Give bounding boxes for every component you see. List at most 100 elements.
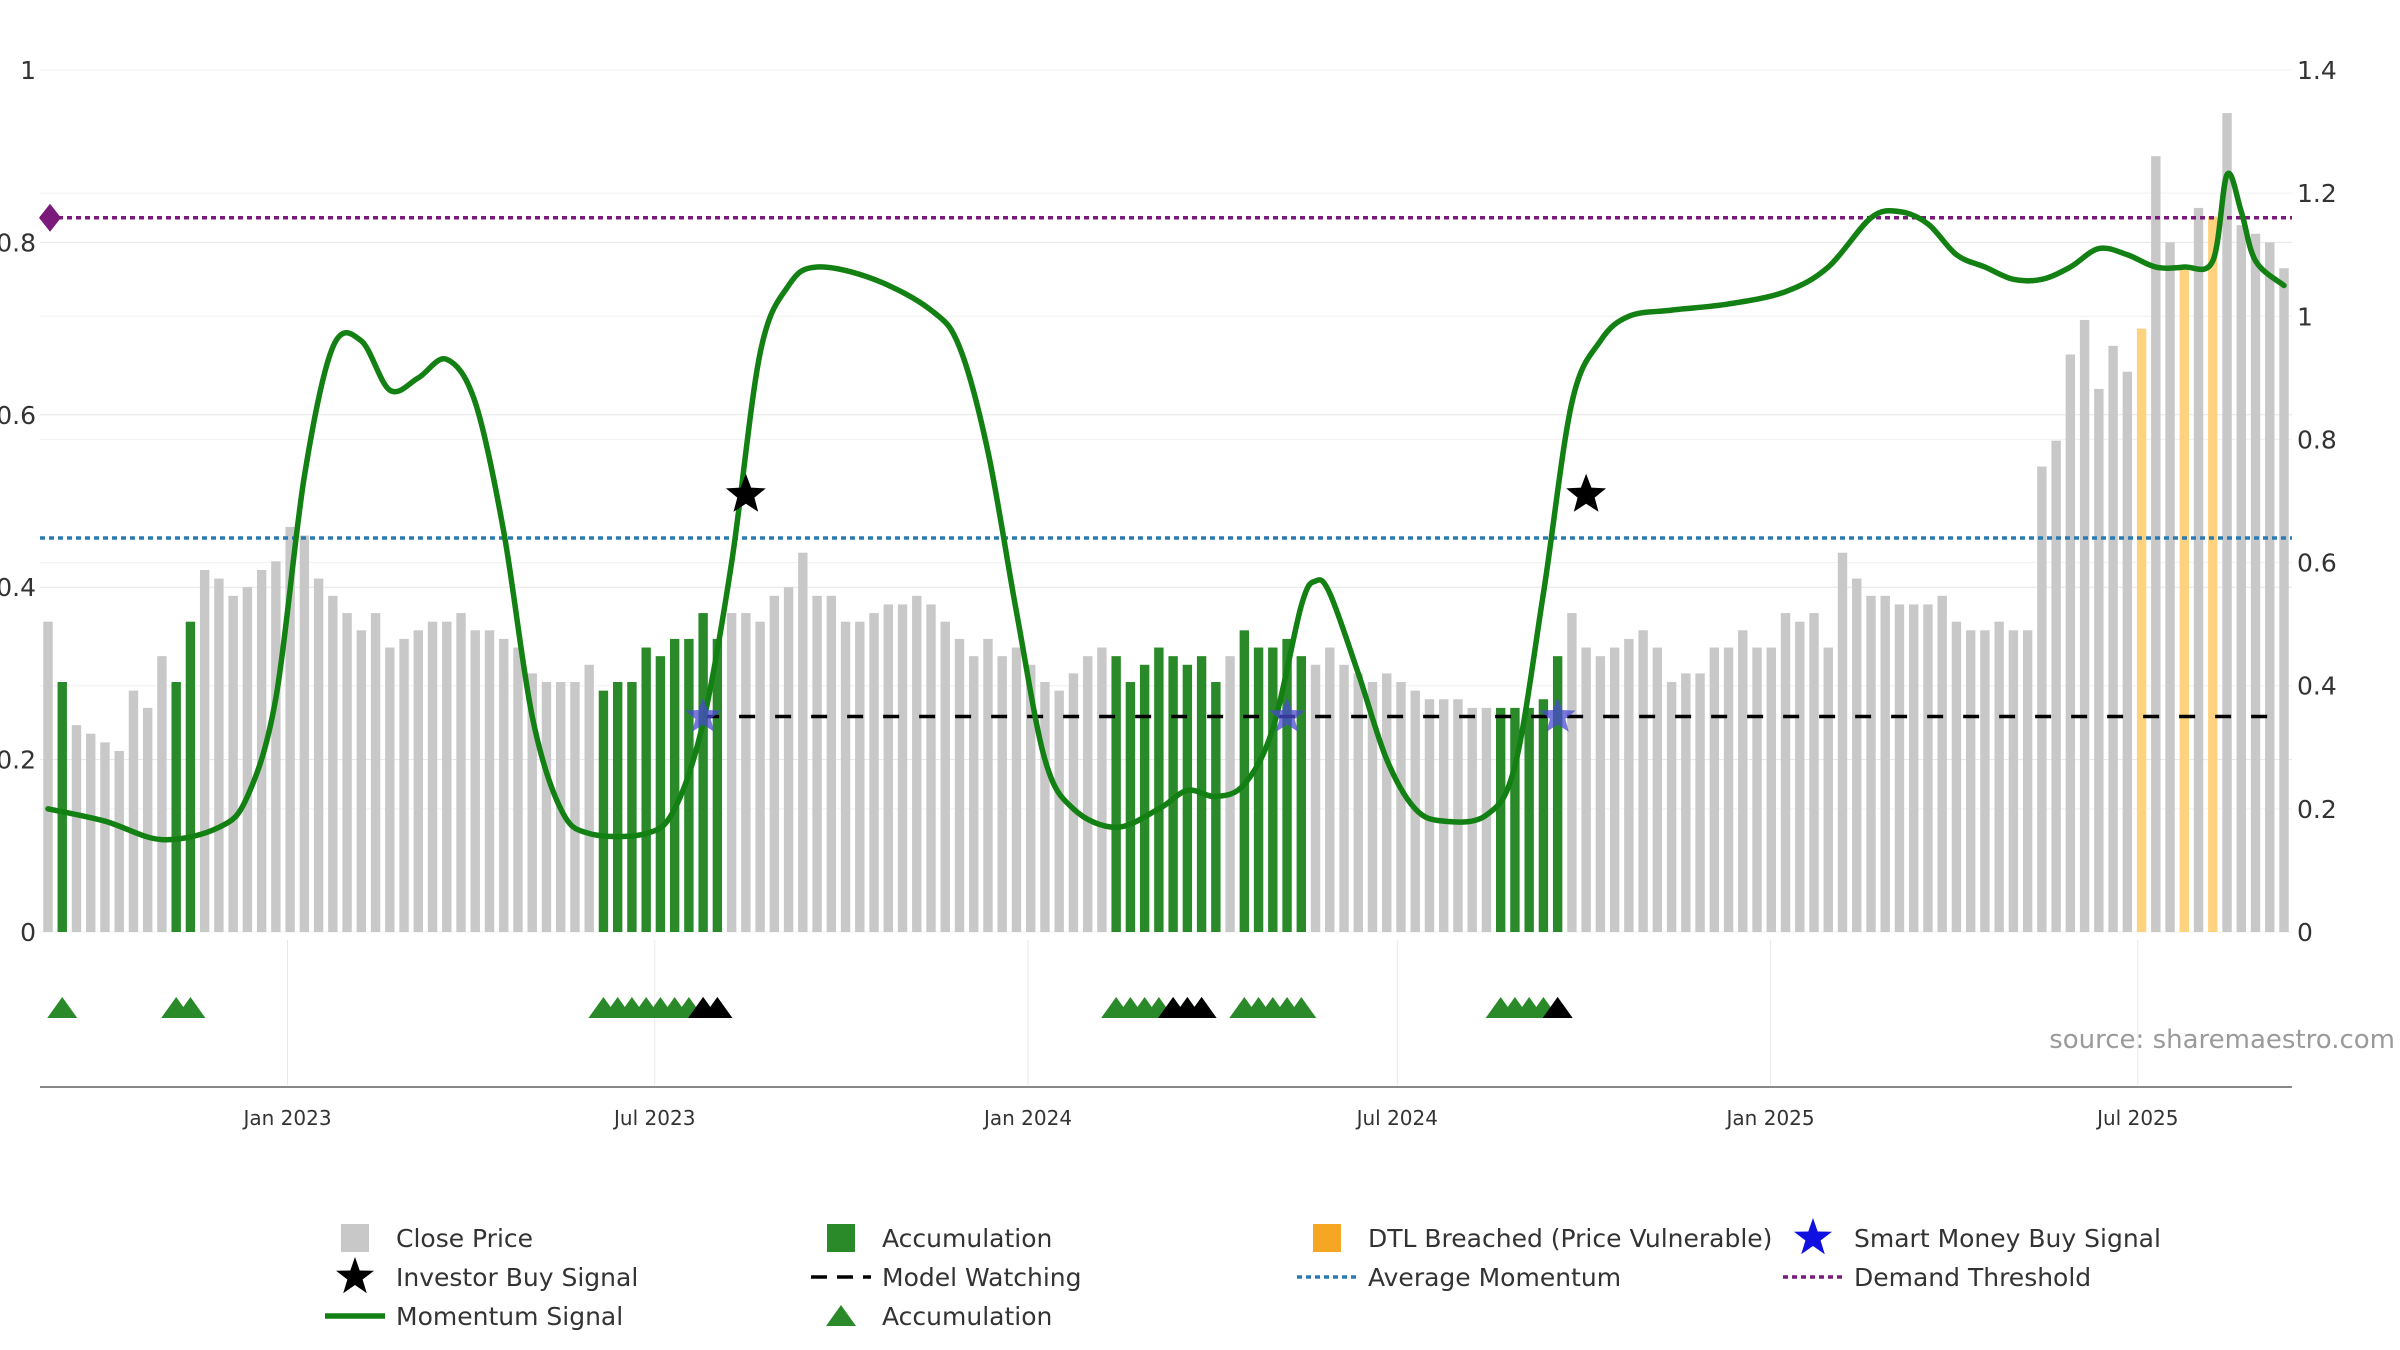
legend-accumulation-swatch — [827, 1224, 855, 1252]
close-price-bar — [1709, 647, 1720, 932]
close-price-bar — [2165, 242, 2175, 932]
close-price-bar — [1823, 647, 1833, 932]
x-tick-label: Jan 2025 — [1725, 1106, 1815, 1130]
close-price-bar — [954, 638, 965, 932]
accumulation-bar — [684, 638, 694, 932]
x-tick-label: Jan 2023 — [241, 1106, 331, 1130]
close-price-bar — [1880, 595, 1890, 932]
close-price-bar — [385, 647, 395, 932]
accumulation-bar — [171, 682, 181, 932]
close-price-bar — [271, 561, 281, 932]
accumulation-bar — [1538, 699, 1549, 932]
close-price-bar — [1068, 673, 1079, 932]
close-price-bar — [983, 638, 993, 932]
legend-label: Model Watching — [882, 1263, 1082, 1292]
close-price-bar — [1894, 604, 1905, 932]
close-price-bar — [1382, 673, 1392, 932]
close-price-bar — [1595, 656, 1606, 932]
close-price-bar — [100, 742, 110, 932]
close-price-bar — [969, 656, 979, 932]
watch-triangle — [702, 997, 733, 1018]
close-price-bar — [513, 647, 523, 932]
close-price-bar — [1681, 673, 1691, 932]
close-price-bar — [2250, 233, 2261, 932]
close-price-bar — [1951, 621, 1962, 932]
bar-series — [43, 113, 2289, 933]
close-price-bar — [897, 604, 908, 932]
watch-triangle — [1186, 997, 1217, 1018]
close-price-bar — [1837, 552, 1848, 932]
close-price-bar — [456, 613, 466, 932]
close-price-bar — [442, 621, 452, 932]
y-left-tick-label: 0.8 — [0, 228, 36, 257]
accumulation-bar — [598, 690, 609, 932]
close-price-bar — [541, 682, 552, 932]
accumulation-bar — [1253, 647, 1264, 932]
accumulation-bar — [1125, 682, 1136, 932]
close-price-bar — [1652, 647, 1663, 932]
close-price-bar — [1723, 647, 1734, 932]
y-left-tick-label: 0.6 — [0, 401, 36, 430]
x-tick-label: Jul 2024 — [1355, 1106, 1438, 1130]
close-price-bar — [484, 630, 495, 932]
y-left-tick-label: 0.2 — [0, 746, 36, 775]
y-right-tick-label: 1.4 — [2297, 56, 2337, 85]
close-price-bar — [2037, 466, 2047, 932]
close-price-bar — [1453, 699, 1463, 932]
close-price-bar — [1396, 682, 1406, 932]
legend-label: Accumulation — [882, 1224, 1052, 1253]
close-price-bar — [1795, 621, 1805, 932]
close-price-bar — [1980, 630, 1990, 932]
legend-close-price-swatch — [341, 1224, 369, 1252]
close-price-bar — [1780, 613, 1791, 932]
legend-label: Investor Buy Signal — [396, 1263, 638, 1292]
close-price-bar — [783, 587, 794, 932]
close-price-bar — [812, 595, 822, 932]
x-tick-label: Jul 2023 — [612, 1106, 695, 1130]
close-price-bar — [855, 621, 865, 932]
accumulation-bar — [57, 682, 67, 932]
legend-label: Momentum Signal — [396, 1302, 623, 1331]
dtl-breached-bar — [2179, 268, 2190, 932]
close-price-bar — [1581, 647, 1591, 932]
close-price-bar — [1752, 647, 1762, 932]
close-price-bar — [1439, 699, 1449, 932]
close-price-bar — [741, 613, 751, 932]
close-price-bar — [328, 595, 338, 932]
close-price-bar — [2022, 630, 2033, 932]
accumulation-bar — [1510, 707, 1520, 932]
x-tick-label: Jan 2024 — [982, 1106, 1072, 1130]
smart-money-buy-star — [685, 697, 722, 732]
accumulation-bar — [185, 621, 196, 932]
accumulation-bar — [1182, 664, 1193, 932]
close-price-bar — [1097, 647, 1107, 932]
accumulation-bar — [1211, 682, 1221, 932]
dtl-breached-bar — [2208, 216, 2218, 933]
close-price-bar — [527, 673, 537, 932]
close-price-bar — [1310, 664, 1321, 932]
accumulation-bar — [627, 682, 637, 932]
close-price-bar — [1339, 664, 1349, 932]
y-right-tick-label: 1.2 — [2297, 179, 2337, 208]
close-price-bar — [470, 630, 480, 932]
close-price-bar — [299, 535, 310, 932]
source-label: source: sharemaestro.com — [2049, 1025, 2395, 1055]
close-price-bar — [769, 595, 780, 932]
close-price-bar — [1367, 682, 1378, 932]
x-tick-label: Jul 2025 — [2095, 1106, 2178, 1130]
close-price-bar — [356, 630, 367, 932]
legend-label: Demand Threshold — [1854, 1263, 2091, 1292]
axes: 0 0.2 0.4 0.6 0.8 1 0 0.2 0.4 0.6 0.8 1 1.2 1.4 Jan 20… — [0, 56, 2337, 1130]
accumulation-triangle — [175, 997, 206, 1018]
y-left-tick-label: 0.4 — [0, 573, 36, 602]
close-price-bar — [2065, 354, 2076, 933]
signal-markers — [39, 203, 1607, 1018]
close-price-bar — [584, 664, 594, 932]
accumulation-bar — [612, 682, 623, 932]
close-price-bar — [2236, 225, 2246, 932]
accumulation-bar — [669, 638, 680, 932]
close-price-bar — [1666, 682, 1677, 932]
close-price-bar — [157, 656, 167, 932]
close-price-bar — [242, 587, 253, 932]
demand-threshold-marker — [39, 203, 61, 232]
